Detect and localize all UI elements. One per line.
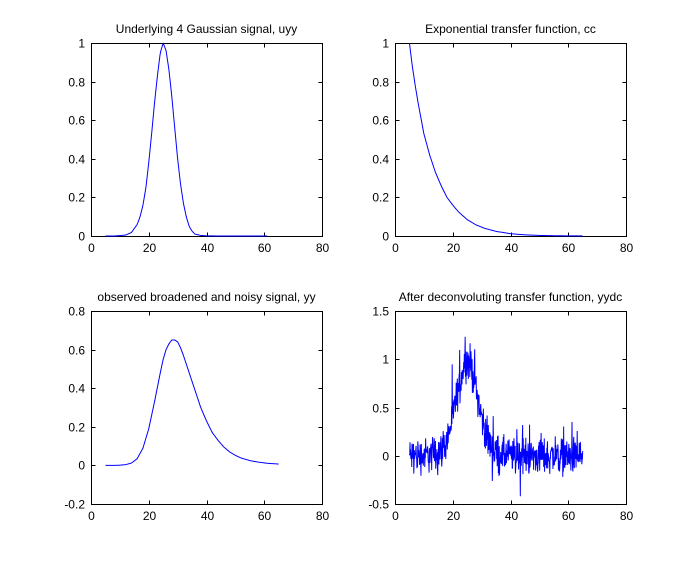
series-line-1 [408, 42, 583, 237]
x-tick-label: 20 [143, 509, 157, 523]
subplot-4: After deconvoluting transfer function, y… [368, 290, 633, 523]
y-tick-label: 0.8 [372, 76, 389, 90]
series-line-1 [105, 339, 279, 466]
x-tick-label: 20 [143, 241, 157, 255]
subplot-3: observed broadened and noisy signal, yy 0… [64, 290, 329, 523]
axes-frame [91, 311, 323, 505]
x-tick-label: 0 [392, 241, 399, 255]
y-tick-label: 0.2 [68, 421, 85, 435]
x-tick-label: 0 [88, 241, 95, 255]
y-tick-label: -0.5 [368, 498, 389, 512]
y-tick-label: 0.4 [68, 153, 85, 167]
x-tick-label: 60 [562, 509, 576, 523]
y-tick-label: 1 [78, 37, 85, 51]
x-tick-label: 40 [201, 241, 215, 255]
x-tick-label: 60 [258, 241, 272, 255]
y-tick-label: 0.5 [372, 402, 389, 416]
x-tick-label: 80 [316, 509, 330, 523]
x-tick-label: 20 [447, 241, 461, 255]
subplot-title: Underlying 4 Gaussian signal, uyy [116, 22, 297, 36]
y-tick-label: 0 [78, 230, 85, 244]
y-tick-label: -0.2 [64, 498, 85, 512]
x-tick-label: 80 [620, 509, 634, 523]
subplot-2: Exponential transfer function, cc 0 20 40 60… [372, 22, 633, 255]
x-tick-label: 0 [88, 509, 95, 523]
subplot-title: Exponential transfer function, cc [425, 22, 596, 36]
y-tick-label: 0.2 [372, 191, 389, 205]
subplot-title: observed broadened and noisy signal, yy [97, 290, 315, 304]
y-tick-label: 0 [382, 230, 389, 244]
y-tick-label: 0.6 [68, 114, 85, 128]
y-tick-label: 0.8 [68, 76, 85, 90]
y-tick-label: 1.5 [372, 305, 389, 319]
y-tick-label: 0.8 [68, 305, 85, 319]
x-tick-label: 40 [505, 241, 519, 255]
x-tick-label: 80 [316, 241, 330, 255]
subplot-title: After deconvoluting transfer function, y… [399, 290, 622, 304]
axes-frame [395, 311, 627, 505]
axes-frame [91, 43, 323, 237]
y-tick-label: 0.6 [68, 344, 85, 358]
x-tick-label: 0 [392, 509, 399, 523]
x-tick-label: 60 [562, 241, 576, 255]
x-tick-label: 80 [620, 241, 634, 255]
y-tick-label: 0.6 [372, 114, 389, 128]
y-tick-label: 0.2 [68, 191, 85, 205]
y-tick-label: 0 [78, 459, 85, 473]
y-tick-label: 0.4 [68, 382, 85, 396]
y-tick-label: 1 [382, 353, 389, 367]
axes-frame [395, 43, 627, 237]
x-tick-label: 60 [258, 509, 272, 523]
series-line-1 [408, 336, 584, 497]
x-tick-label: 40 [201, 509, 215, 523]
x-tick-label: 40 [505, 509, 519, 523]
series-line-1 [105, 42, 268, 237]
x-tick-label: 20 [447, 509, 461, 523]
y-tick-label: 0.4 [372, 153, 389, 167]
y-tick-label: 0 [382, 450, 389, 464]
subplot-1: Underlying 4 Gaussian signal, uyy 0 20 40 60… [68, 22, 329, 255]
y-tick-label: 1 [382, 37, 389, 51]
